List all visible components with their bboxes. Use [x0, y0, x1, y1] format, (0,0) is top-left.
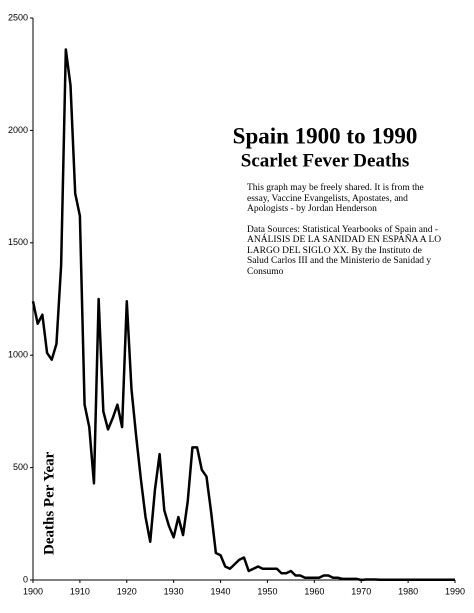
- y-tick-label: 1000: [8, 350, 28, 360]
- notes: This graph may be freely shared. It is f…: [247, 183, 442, 287]
- x-tick-label: 1910: [70, 586, 90, 596]
- x-tick-label: 1900: [23, 586, 43, 596]
- data-line: [31, 48, 455, 582]
- x-tick-label: 1980: [398, 586, 418, 596]
- x-tick-label: 1990: [445, 586, 465, 596]
- y-tick-label: 2000: [8, 125, 28, 135]
- x-tick-label: 1950: [257, 586, 277, 596]
- y-tick-label: 0: [23, 574, 28, 584]
- y-axis-label: Deaths Per Year: [41, 451, 57, 555]
- y-tick-label: 1500: [8, 237, 28, 247]
- note: Data Sources: Statistical Yearbooks of S…: [247, 224, 442, 277]
- x-tick-label: 1920: [117, 586, 137, 596]
- y-tick-label: 500: [13, 462, 28, 472]
- chart-subtitle: Scarlet Fever Deaths: [241, 150, 409, 171]
- note: This graph may be freely shared. It is f…: [247, 183, 424, 214]
- chart-title: Spain 1900 to 1990: [233, 123, 418, 148]
- x-tick-label: 1970: [351, 586, 371, 596]
- y-tick-label: 2500: [8, 12, 28, 22]
- x-tick-label: 1930: [164, 586, 184, 596]
- x-tick-label: 1960: [304, 586, 324, 596]
- x-tick-label: 1940: [211, 586, 231, 596]
